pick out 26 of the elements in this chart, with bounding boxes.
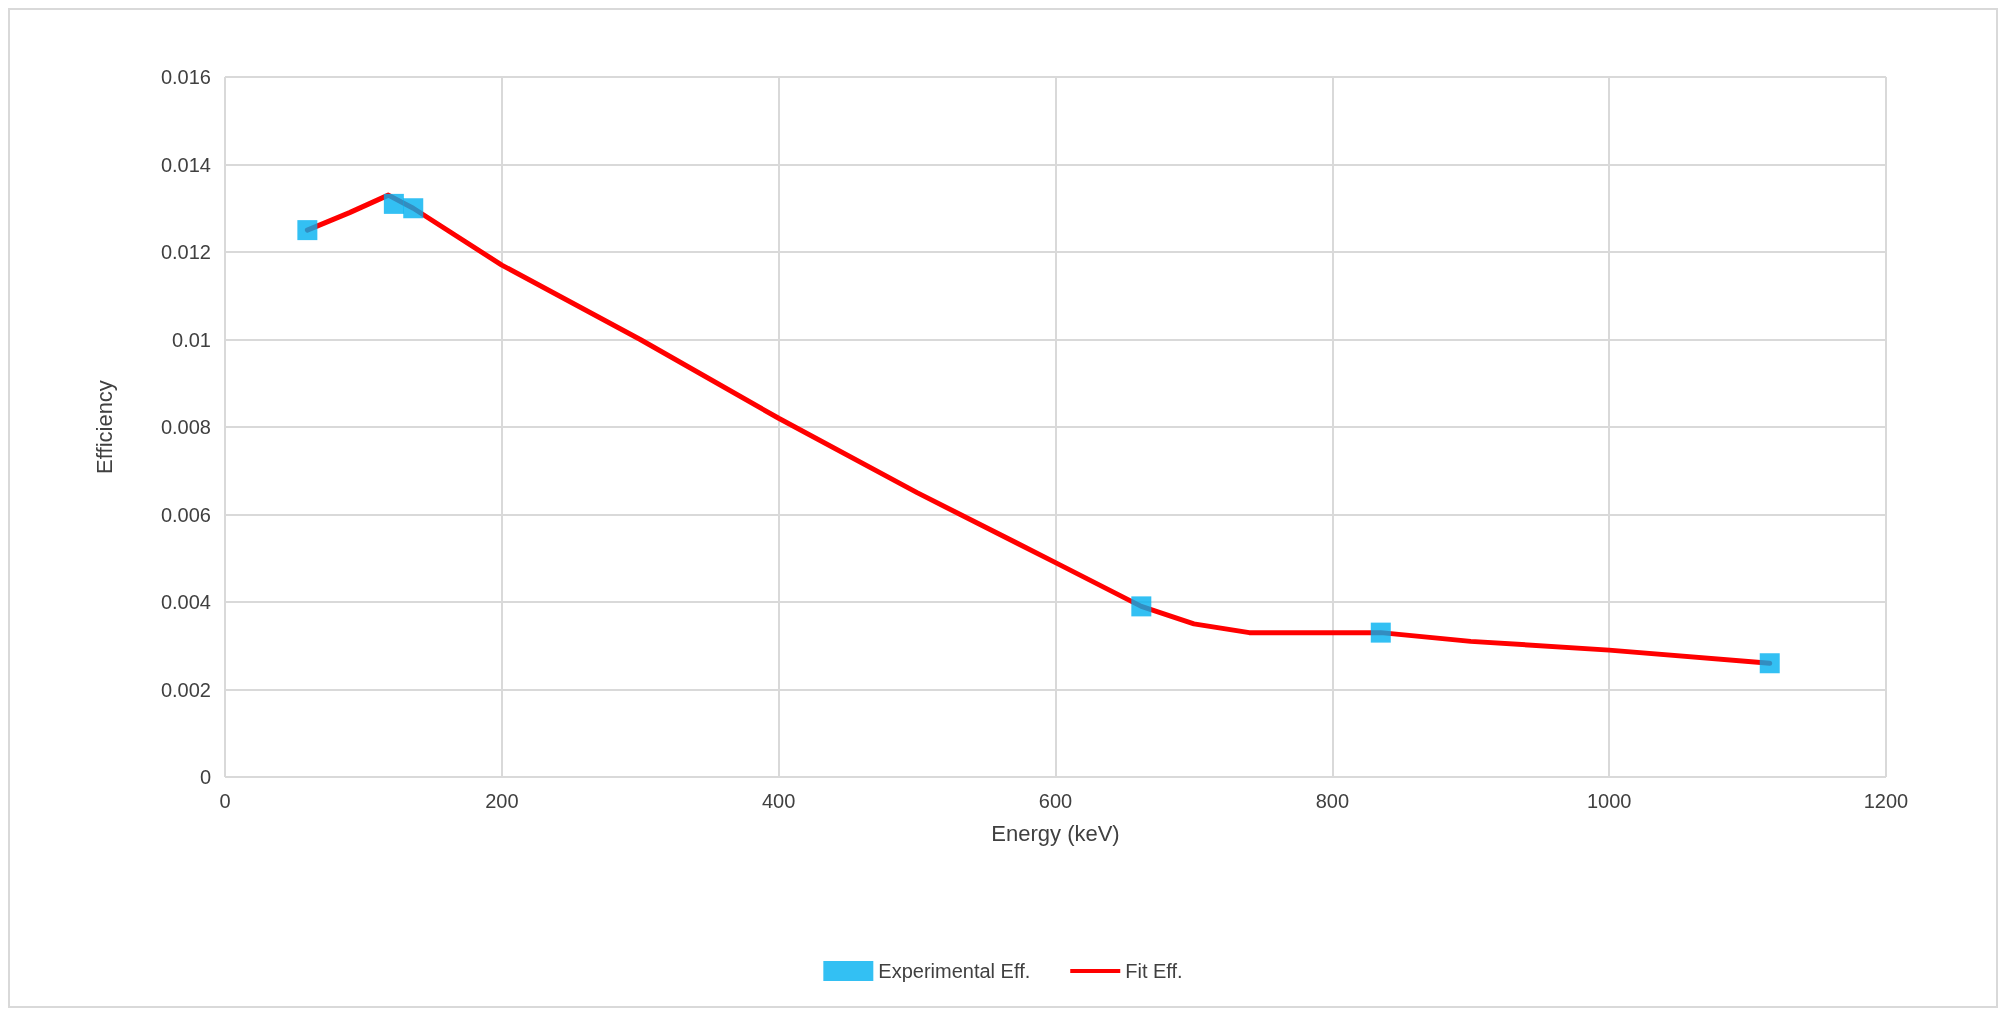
x-tick-label: 400 xyxy=(761,790,796,812)
x-tick-label: 200 xyxy=(485,790,519,812)
point xyxy=(297,220,318,241)
y-tick-label: 0.016 xyxy=(160,66,211,88)
legend-label: Fit Eff. xyxy=(1125,960,1183,982)
point xyxy=(403,198,424,219)
y-tick-label: 0.012 xyxy=(160,241,211,263)
point xyxy=(1131,596,1152,617)
y-tick-label: 0.008 xyxy=(160,416,211,438)
x-axis-title: Energy (keV) xyxy=(991,820,1120,846)
y-tick-label: 0.004 xyxy=(160,591,211,613)
y-tick-label: 0.002 xyxy=(160,678,211,701)
legend-label: Experimental Eff. xyxy=(878,960,1031,982)
y-tick-label: 0.01 xyxy=(172,328,211,351)
y-tick-label: 0 xyxy=(199,766,211,788)
point xyxy=(1370,622,1391,643)
x-tick-label: 1000 xyxy=(1586,790,1632,812)
x-tick-label: 600 xyxy=(1038,790,1073,812)
x-tick-label: 800 xyxy=(1315,790,1350,812)
y-axis-title: Efficiency xyxy=(91,380,117,474)
x-tick-label: 0 xyxy=(219,790,231,812)
point xyxy=(383,193,404,214)
y-tick-label: 0.014 xyxy=(160,153,211,176)
x-tick-label: 1200 xyxy=(1863,790,1909,812)
point xyxy=(1759,653,1780,674)
y-tick-label: 0.006 xyxy=(160,503,211,526)
